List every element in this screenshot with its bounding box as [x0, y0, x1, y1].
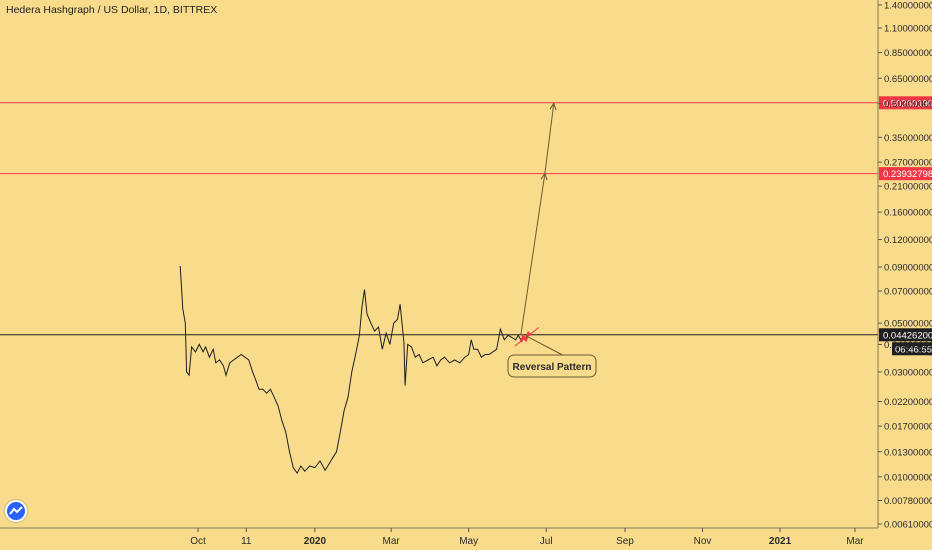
price-tick-label: 1.10000000: [884, 24, 932, 35]
price-tick-label: 0.07000000: [884, 287, 932, 298]
price-label-box: [879, 167, 932, 181]
price-tick-label: 0.00780000: [884, 496, 932, 507]
price-tick-label: 0.01700000: [884, 422, 932, 433]
price-tick-label: 0.00610000: [884, 520, 932, 531]
price-tick-label: 0.04000000: [884, 340, 932, 351]
price-label-text: 0.04426200: [883, 330, 932, 341]
projection-arrowhead: [549, 102, 557, 111]
price-label-box: [879, 328, 932, 342]
time-tick-label: 2020: [304, 536, 327, 547]
projection-arrowhead: [540, 172, 548, 181]
chart-title: Hedera Hashgraph / US Dollar, 1D, BITTRE…: [6, 4, 218, 16]
tradingview-logo-icon[interactable]: [5, 500, 27, 522]
price-label-box: [879, 96, 932, 110]
price-tick-label: 0.85000000: [884, 48, 932, 59]
price-tick-label: 1.40000000: [884, 1, 932, 12]
annotation-label: Reversal Pattern: [513, 362, 592, 373]
time-tick-label: 11: [241, 536, 252, 547]
price-label-text: 0.23932798: [883, 169, 932, 180]
countdown-label: 06:46:55: [895, 344, 932, 355]
time-tick-label: 2021: [769, 536, 792, 547]
price-tick-label: 0.35000000: [884, 133, 932, 144]
time-tick-label: Jul: [540, 536, 553, 547]
projection-path: [520, 103, 555, 336]
price-tick-label: 0.27000000: [884, 158, 932, 169]
reversal-pattern-drawing: [519, 331, 532, 343]
price-tick-label: 0.12000000: [884, 235, 932, 246]
time-tick-label: Sep: [616, 536, 634, 547]
time-tick-label: Nov: [694, 536, 712, 547]
time-tick-label: Oct: [190, 536, 206, 547]
price-tick-label: 0.09000000: [884, 263, 932, 274]
time-tick-label: Mar: [846, 536, 864, 547]
price-tick-label: 0.05000000: [884, 319, 932, 330]
price-tick-label: 0.01000000: [884, 472, 932, 483]
time-tick-label: Mar: [383, 536, 401, 547]
price-tick-label: 0.01300000: [884, 447, 932, 458]
price-tick-label: 0.50000000: [884, 99, 932, 110]
price-label-text: 0.50260190: [883, 98, 932, 109]
price-tick-label: 0.16000000: [884, 208, 932, 219]
price-tick-label: 0.21000000: [884, 182, 932, 193]
price-series-line: [179, 265, 522, 475]
annotation-box: [507, 354, 597, 378]
time-tick-label: May: [459, 536, 478, 547]
price-tick-label: 0.65000000: [884, 74, 932, 85]
price-tick-label: 0.03000000: [884, 367, 932, 378]
price-tick-label: 0.02200000: [884, 397, 932, 408]
annotation-pointer: [525, 335, 563, 356]
countdown-box: [892, 342, 932, 356]
